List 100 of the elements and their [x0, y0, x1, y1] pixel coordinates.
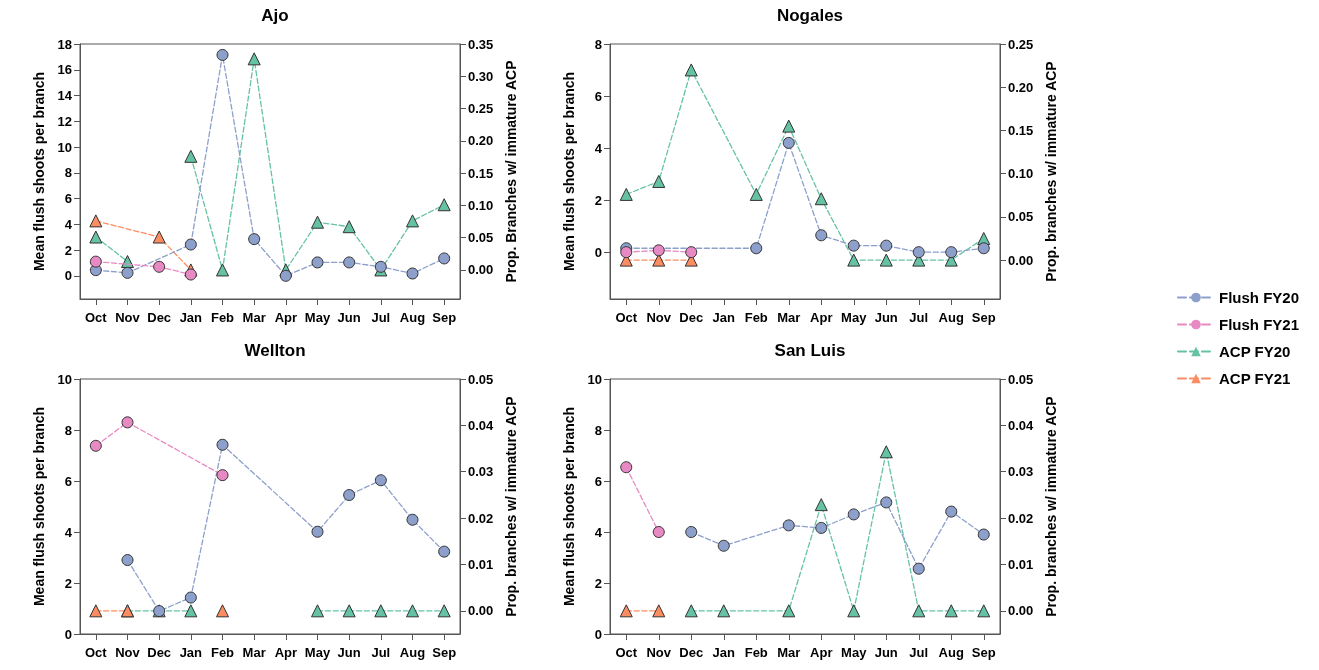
y-tick-label: 0	[594, 626, 602, 642]
y2-tick-label: 0.25	[468, 101, 494, 117]
y-tick-label: 10	[57, 139, 72, 155]
y2-axis-title: Prop. Branches w/ immature ACP	[503, 60, 520, 283]
y-tick-label: 6	[64, 191, 72, 207]
y2-tick-label: 0.10	[1008, 166, 1034, 182]
x-tick-label: Aug	[399, 310, 426, 325]
x-tick-label: Sep	[971, 310, 996, 325]
y-tick-label: 2	[64, 575, 72, 591]
y2-tick-label: 0.05	[1008, 209, 1034, 225]
y-tick-label: 4	[594, 524, 603, 540]
x-tick-label: Jun	[337, 645, 361, 660]
y-tick-label: 8	[64, 165, 72, 181]
legend-label: Flush FY21	[1218, 316, 1300, 333]
chart-title: San Luis	[774, 341, 846, 360]
y2-tick-label: 0.01	[468, 556, 494, 572]
x-tick-label: Jan	[179, 310, 203, 325]
chart-title: Wellton	[244, 341, 306, 360]
x-tick-label: Jul	[371, 310, 391, 325]
y2-tick-label: 0.25	[1008, 36, 1034, 52]
x-tick-label: Aug	[399, 645, 426, 660]
legend-label: Flush FY20	[1218, 289, 1300, 306]
y2-tick-label: 0.00	[1008, 603, 1034, 619]
x-tick-label: Oct	[615, 645, 638, 660]
x-tick-label: Oct	[85, 645, 108, 660]
y-tick-label: 6	[64, 473, 72, 489]
y-tick-label: 6	[594, 88, 602, 104]
y-tick-label: 0	[64, 268, 72, 284]
x-tick-label: Sep	[432, 310, 457, 325]
y-axis-title: Mean flush shoots per branch	[561, 71, 577, 272]
y2-tick-label: 0.05	[1008, 371, 1034, 387]
y-tick-label: 16	[57, 62, 72, 78]
x-tick-label: Nov	[646, 645, 672, 660]
y2-tick-label: 0.04	[1008, 417, 1035, 433]
y-tick-label: 4	[64, 524, 73, 540]
x-tick-label: Sep	[971, 645, 996, 660]
x-tick-label: Mar	[777, 645, 801, 660]
x-tick-label: Dec	[147, 645, 172, 660]
x-tick-label: Jun	[874, 645, 898, 660]
x-tick-label: Jan	[179, 645, 203, 660]
x-tick-label: Dec	[679, 310, 704, 325]
y2-axis-title: Prop. branches w/ immature ACP	[1043, 61, 1059, 282]
y2-tick-label: 0.20	[468, 133, 494, 149]
x-tick-label: Apr	[274, 645, 298, 660]
y2-tick-label: 0.03	[1008, 464, 1034, 480]
x-tick-label: Feb	[210, 310, 235, 325]
y2-tick-label: 0.02	[1008, 510, 1034, 526]
y-axis-title: Mean flush shoots per branch	[31, 406, 47, 607]
x-tick-label: Jul	[371, 645, 391, 660]
y-tick-label: 18	[57, 36, 72, 52]
x-tick-label: Nov	[115, 310, 141, 325]
y-tick-label: 2	[64, 242, 72, 258]
y-tick-label: 8	[594, 36, 602, 52]
y-tick-label: 0	[594, 244, 602, 260]
y-tick-label: 8	[64, 422, 72, 438]
x-tick-label: Nov	[115, 645, 141, 660]
y2-tick-label: 0.02	[468, 510, 494, 526]
x-tick-label: Aug	[938, 310, 964, 325]
x-tick-label: Mar	[242, 310, 266, 325]
y2-tick-label: 0.20	[1008, 79, 1034, 95]
y2-tick-label: 0.00	[1008, 252, 1034, 268]
x-tick-label: Oct	[615, 310, 638, 325]
x-tick-label: Jan	[712, 310, 736, 325]
x-tick-label: Feb	[744, 645, 768, 660]
y-tick-label: 10	[587, 371, 602, 387]
y2-tick-label: 0.15	[468, 165, 494, 181]
y-tick-label: 12	[57, 113, 72, 129]
legend-label: ACP FY21	[1218, 370, 1291, 387]
x-tick-label: Jun	[874, 310, 898, 325]
legend-label: ACP FY20	[1218, 343, 1291, 360]
y-axis-title: Mean flush shoots per branch	[31, 71, 47, 272]
y-axis-title: Mean flush shoots per branch	[561, 406, 577, 607]
chart-title: Ajo	[261, 6, 289, 25]
y2-tick-label: 0.35	[468, 36, 494, 52]
x-tick-label: Feb	[210, 645, 235, 660]
x-tick-label: Dec	[147, 310, 172, 325]
y2-tick-label: 0.10	[468, 197, 494, 213]
y2-tick-label: 0.05	[468, 230, 494, 246]
y2-tick-label: 0.04	[468, 417, 495, 433]
y-tick-label: 14	[57, 88, 73, 104]
x-tick-label: May	[841, 645, 868, 660]
y2-tick-label: 0.01	[1008, 556, 1034, 572]
x-tick-label: Jun	[337, 310, 361, 325]
x-tick-label: May	[304, 645, 331, 660]
y2-axis-title: Prop. branches w/ immature ACP	[1043, 396, 1060, 617]
x-tick-label: Jul	[909, 645, 929, 660]
y2-tick-label: 0.00	[468, 262, 494, 278]
y2-tick-label: 0.00	[468, 603, 494, 619]
y2-tick-label: 0.15	[1008, 122, 1034, 138]
y2-tick-label: 0.30	[468, 68, 494, 84]
y2-tick-label: 0.03	[468, 464, 494, 480]
y2-tick-label: 0.05	[468, 371, 494, 387]
x-tick-label: Mar	[777, 310, 801, 325]
y-tick-label: 4	[64, 216, 73, 232]
y-tick-label: 2	[594, 575, 602, 591]
y-tick-label: 2	[594, 192, 602, 208]
x-tick-label: Aug	[938, 645, 964, 660]
y-tick-label: 4	[594, 140, 603, 156]
x-tick-label: Feb	[744, 310, 768, 325]
x-tick-label: May	[304, 310, 331, 325]
